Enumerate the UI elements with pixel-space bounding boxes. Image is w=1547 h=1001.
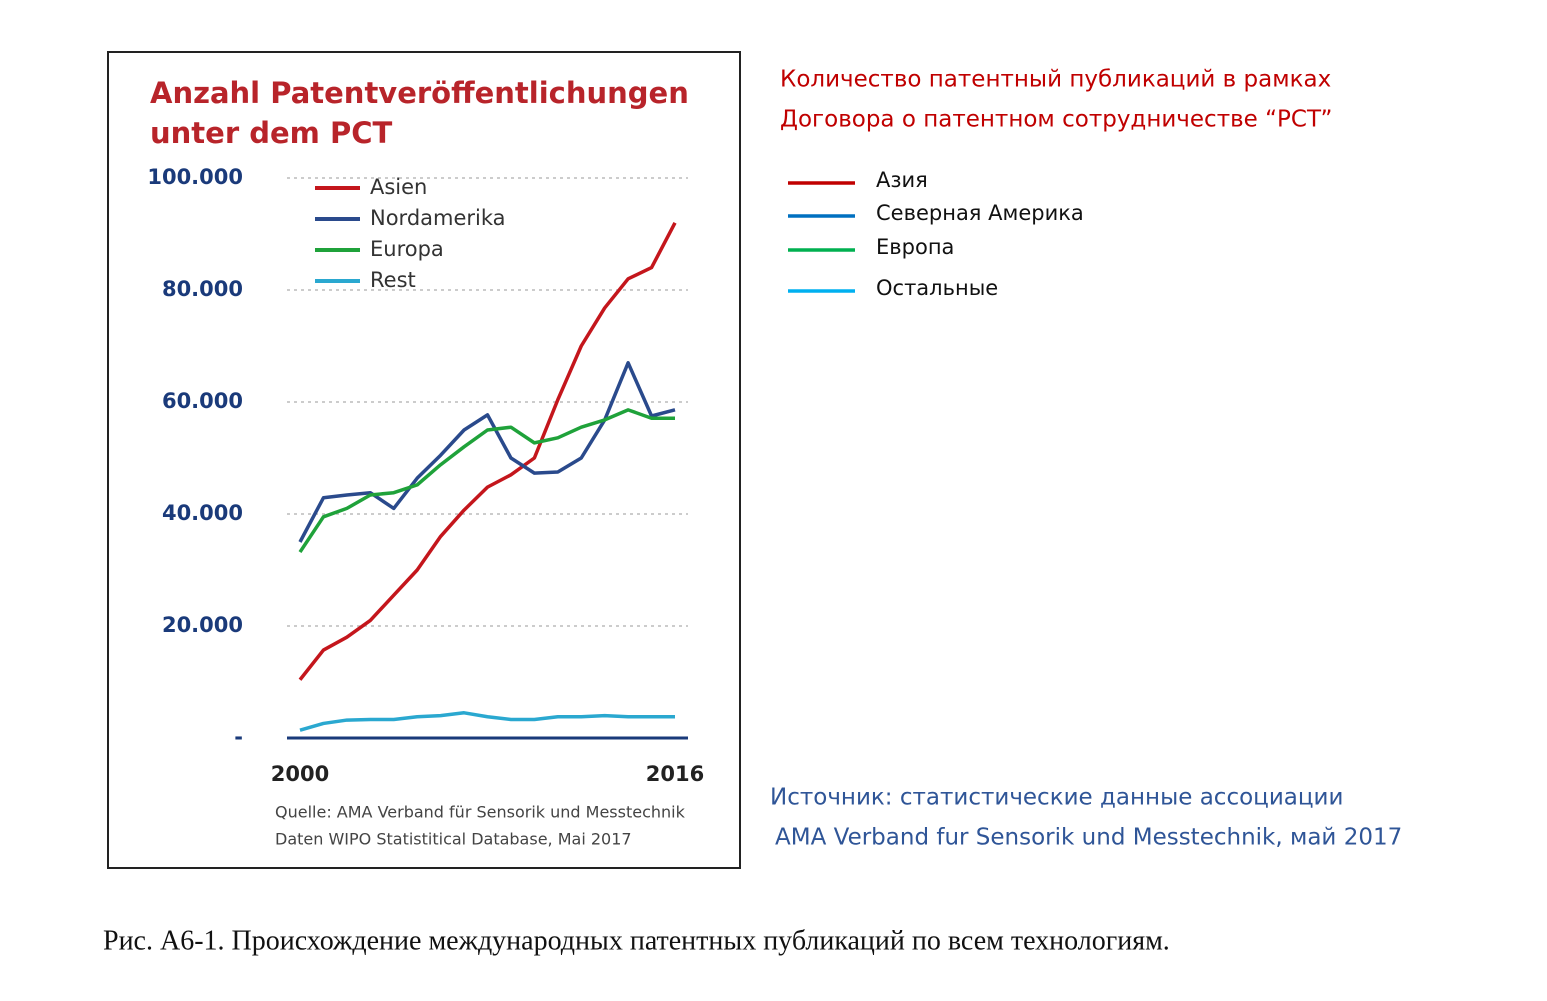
y-tick-label: - bbox=[234, 725, 243, 749]
y-tick-label: 40.000 bbox=[162, 501, 243, 525]
y-tick-label: 80.000 bbox=[162, 277, 243, 301]
x-tick-label: 2016 bbox=[646, 762, 704, 786]
chart-source: Daten WIPO Statistitical Database, Mai 2… bbox=[275, 830, 632, 849]
series-line bbox=[298, 361, 676, 543]
legend-label: Asien bbox=[370, 175, 427, 199]
translated-title: Договора о патентном сотрудничестве “PCT… bbox=[780, 107, 1332, 133]
chart-title: unter dem PCT bbox=[150, 116, 392, 150]
y-tick-label: 20.000 bbox=[162, 613, 243, 637]
translated-source: Источник: статистические данные ассоциац… bbox=[770, 785, 1343, 811]
legend-label: Rest bbox=[370, 268, 416, 292]
series-line bbox=[298, 221, 677, 681]
caption: Рис. А6-1. Происхождение международных п… bbox=[103, 925, 1170, 956]
y-tick-label: 100.000 bbox=[147, 165, 243, 189]
series-line bbox=[299, 711, 675, 732]
series-line bbox=[298, 408, 675, 554]
translated-source: AMA Verband fur Sensorik und Messtechnik… bbox=[775, 825, 1402, 851]
legend-label: Europa bbox=[370, 237, 444, 261]
legend-label: Nordamerika bbox=[370, 206, 506, 230]
translated-legend-label: Остальные bbox=[876, 276, 998, 300]
chart-source: Quelle: AMA Verband für Sensorik und Mes… bbox=[275, 803, 686, 822]
translated-legend-label: Европа bbox=[876, 235, 954, 259]
translated-title: Количество патентный публикаций в рамках bbox=[780, 67, 1331, 93]
chart-frame bbox=[107, 51, 741, 869]
translated-legend-label: Азия bbox=[876, 168, 928, 192]
x-tick-label: 2000 bbox=[271, 762, 329, 786]
translated-legend-label: Северная Америка bbox=[876, 201, 1084, 225]
y-tick-label: 60.000 bbox=[162, 389, 243, 413]
chart-title: Anzahl Patentveröffentlichungen bbox=[150, 76, 689, 110]
